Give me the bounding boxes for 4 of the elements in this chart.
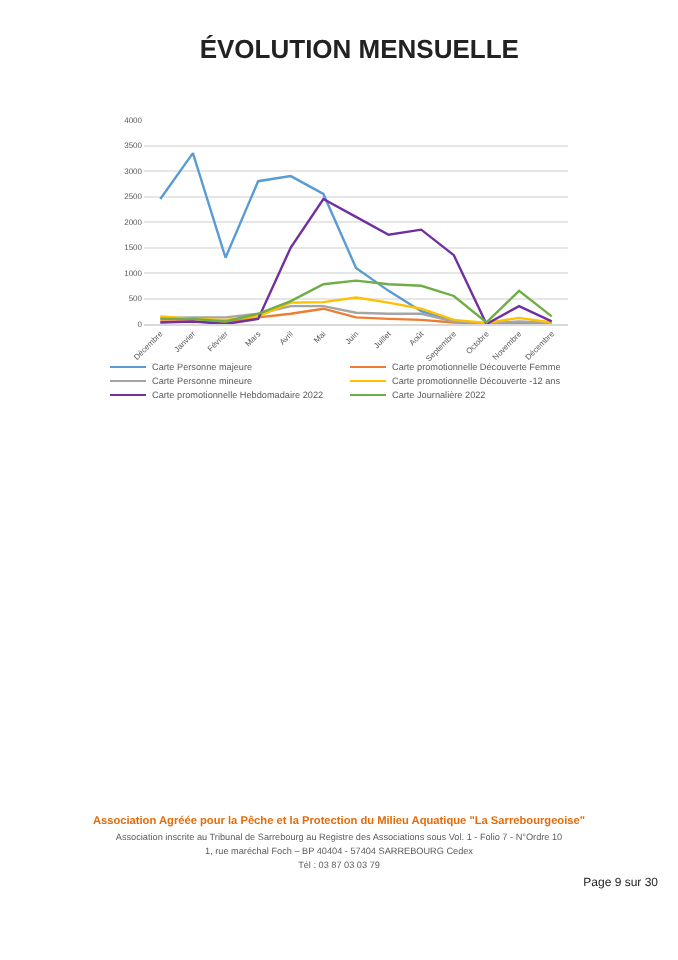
line-series — [159, 296, 553, 324]
chart-title: ÉVOLUTION MENSUELLE — [199, 34, 520, 65]
line-series — [159, 279, 553, 324]
line-series — [159, 197, 553, 324]
